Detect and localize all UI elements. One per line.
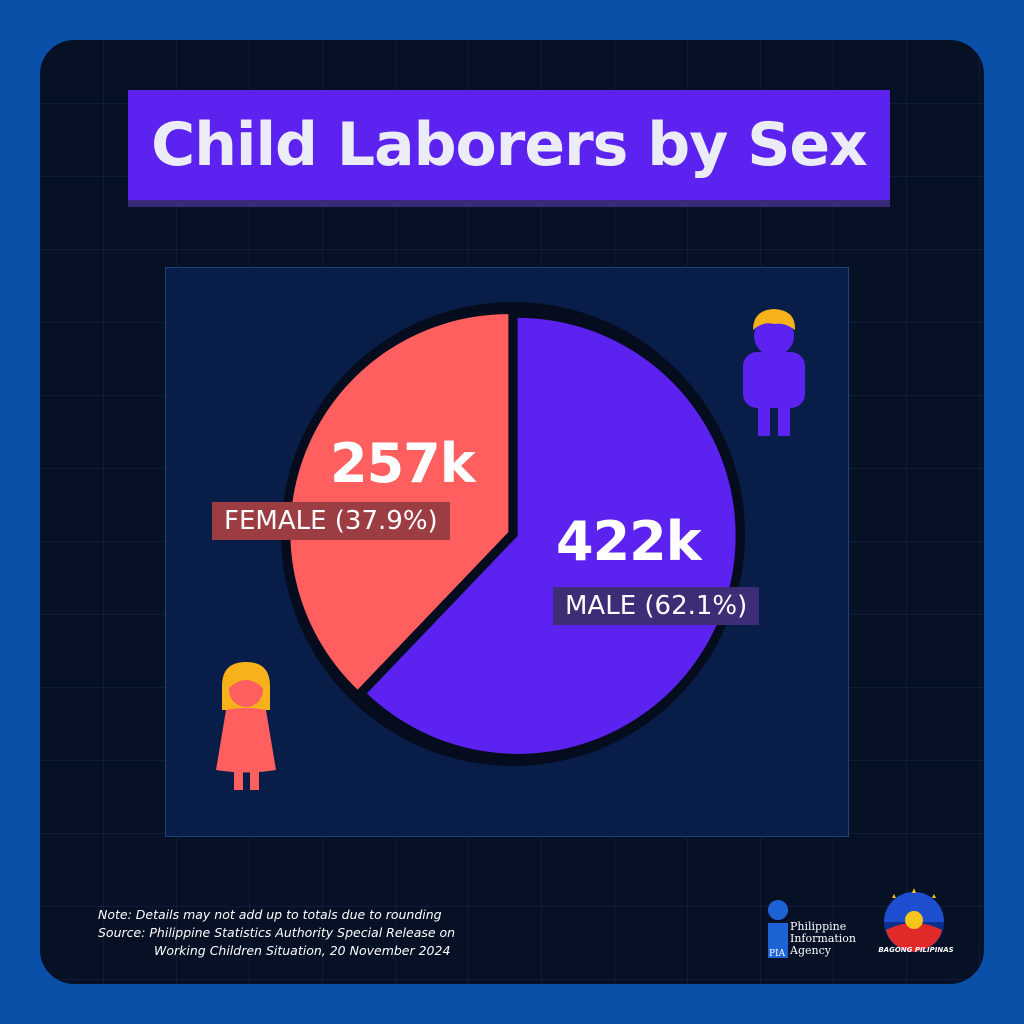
note-text: Note: Details may not add up to totals d… bbox=[98, 907, 442, 922]
pia-line-3: Agency bbox=[790, 944, 831, 957]
pie-slice-male bbox=[366, 317, 736, 754]
boy-icon bbox=[743, 309, 805, 436]
pia-line-1: Philippine bbox=[790, 920, 847, 933]
source-line-1: Source: Philippine Statistics Authority … bbox=[98, 925, 456, 940]
footnote: Note: Details may not add up to totals d… bbox=[98, 906, 455, 960]
pia-line-2: Information bbox=[790, 932, 857, 945]
bagong-pilipinas-logo bbox=[884, 888, 944, 952]
pie-slice-female bbox=[290, 314, 509, 690]
pia-name: Philippine Information Agency bbox=[790, 921, 870, 957]
male-value-label: 422k bbox=[556, 510, 702, 573]
male-category-label: MALE (62.1%) bbox=[553, 587, 760, 625]
pia-logo: PIA bbox=[768, 900, 788, 959]
title-banner: Child Laborers by Sex bbox=[128, 90, 890, 200]
chart-title: Child Laborers by Sex bbox=[151, 110, 868, 180]
source-line-2: Working Children Situation, 20 November … bbox=[154, 943, 451, 958]
bagong-pilipinas-text: BAGONG PILIPINAS bbox=[878, 946, 954, 954]
female-value-label: 257k bbox=[330, 432, 476, 495]
infographic-card: Child Laborers by Sex 257k FEMALE (37.9%… bbox=[40, 40, 984, 984]
female-category-label: FEMALE (37.9%) bbox=[212, 502, 450, 540]
girl-icon bbox=[216, 662, 276, 790]
pie-chart bbox=[216, 302, 805, 790]
pia-abbr: PIA bbox=[769, 949, 786, 959]
